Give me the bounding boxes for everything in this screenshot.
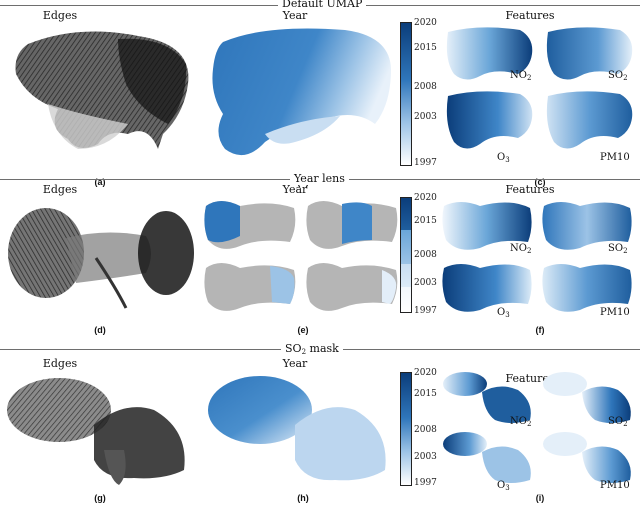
colorbar — [400, 22, 412, 166]
figure-caption: (d) — [94, 325, 106, 335]
column-title-year: Year — [282, 9, 308, 22]
feature-label: PM10 — [600, 480, 630, 491]
edges-plot — [4, 370, 194, 488]
feature-label: NO2 — [510, 416, 532, 428]
feature-label: O3 — [497, 480, 510, 492]
figure-caption: (h) — [297, 493, 309, 503]
feature-label: NO2 — [510, 70, 532, 82]
figure-caption: (a) — [94, 177, 106, 187]
edges-plot — [6, 198, 196, 318]
feature-plot-so2 — [540, 368, 635, 430]
colorbar-tick-label: 2020 — [414, 18, 437, 28]
feature-plot-no2 — [440, 24, 535, 86]
year-plot — [205, 370, 395, 488]
colorbar — [400, 372, 412, 486]
feature-label: PM10 — [600, 152, 630, 163]
column-title-year: Year — [282, 357, 308, 370]
edges-plot — [8, 24, 193, 164]
colorbar-tick-label: 2015 — [414, 43, 437, 53]
feature-label: NO2 — [510, 243, 532, 255]
year-lens-plot — [302, 196, 402, 256]
column-title-edges: Edges — [42, 357, 78, 370]
colorbar-tick-label: 2008 — [414, 425, 437, 435]
feature-label: SO2 — [608, 243, 628, 255]
feature-label: SO2 — [608, 416, 628, 428]
colorbar-tick-label: 1997 — [414, 478, 437, 488]
feature-plot-pm10 — [540, 258, 635, 320]
feature-plot-no2 — [440, 368, 535, 430]
feature-label: O3 — [497, 152, 510, 164]
column-title-features: Features — [505, 183, 555, 196]
colorbar-tick-label: 1997 — [414, 158, 437, 168]
colorbar-tick-label: 2008 — [414, 82, 437, 92]
figure-caption: (c) — [534, 177, 546, 187]
section-title: Default UMAP — [278, 0, 367, 10]
section-title: SO2 mask — [281, 343, 343, 358]
colorbar-tick-label: 1997 — [414, 306, 437, 316]
feature-label: PM10 — [600, 307, 630, 318]
feature-label: SO2 — [608, 70, 628, 82]
colorbar-tick-label: 2003 — [414, 278, 437, 288]
figure-caption: (g) — [94, 493, 106, 503]
feature-plot-o3 — [440, 430, 535, 490]
year-graphic — [212, 28, 391, 156]
colorbar-tick-label: 2020 — [414, 193, 437, 203]
feature-label: O3 — [497, 307, 510, 319]
feature-plot-pm10 — [540, 88, 635, 158]
year-lens-plot — [200, 258, 300, 320]
column-title-edges: Edges — [42, 183, 78, 196]
figure-caption: (f) — [535, 325, 545, 335]
colorbar-tick-label: 2015 — [414, 216, 437, 226]
figure-caption: (e) — [297, 325, 309, 335]
feature-plot-o3 — [440, 88, 535, 158]
column-title-features: Features — [505, 9, 555, 22]
colorbar-tick-label: 2008 — [414, 250, 437, 260]
colorbar-tick-label: 2020 — [414, 368, 437, 378]
colorbar-tick-label: 2003 — [414, 452, 437, 462]
feature-plot-no2 — [440, 196, 535, 256]
column-title-edges: Edges — [42, 9, 78, 22]
feature-plot-o3 — [440, 258, 535, 320]
colorbar — [400, 197, 412, 313]
column-title-features: Features — [505, 372, 555, 385]
year-lens-plot — [200, 196, 300, 256]
feature-plot-so2 — [540, 196, 635, 256]
year-lens-plot — [302, 258, 402, 320]
section-title: Year lens — [290, 173, 349, 185]
column-title-year: Year — [282, 183, 308, 196]
colorbar-tick-label: 2015 — [414, 389, 437, 399]
feature-plot-so2 — [540, 24, 635, 86]
feature-plot-pm10 — [540, 430, 635, 490]
year-plot — [205, 24, 395, 164]
colorbar-tick-label: 2003 — [414, 112, 437, 122]
edges-graphic — [15, 31, 189, 149]
figure-caption: (i) — [535, 493, 545, 503]
